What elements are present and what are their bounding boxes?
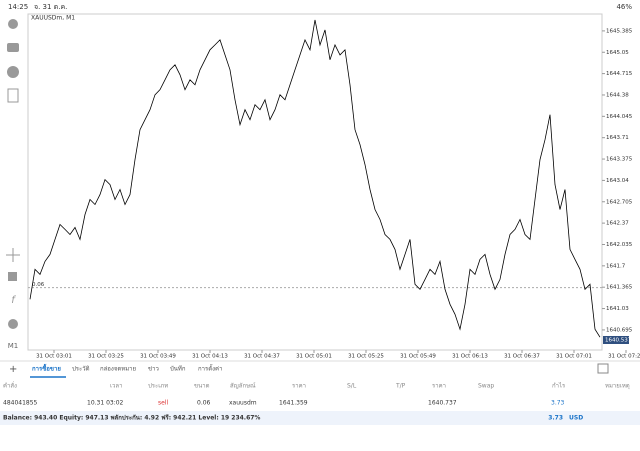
currency: USD xyxy=(569,415,583,422)
tab[interactable]: ประวัติ xyxy=(72,366,90,373)
y-tick-label: 1640.695 xyxy=(606,327,633,333)
x-tick-label: 31 Oct 03:01 xyxy=(36,354,72,360)
cell-profit: 3.73 xyxy=(551,400,565,407)
cell-type: sell xyxy=(158,400,168,407)
chart-title: XAUUSDm, M1 xyxy=(31,15,75,22)
y-tick-label: 1641.365 xyxy=(606,285,633,291)
y-tick-label: 1642.035 xyxy=(606,242,633,248)
x-tick-label: 31 Oct 05:01 xyxy=(296,354,332,360)
y-tick-label: 1642.705 xyxy=(606,199,633,205)
column-header: ขนาด xyxy=(194,383,210,390)
x-tick-label: 31 Oct 06:13 xyxy=(452,354,488,360)
y-tick-label: 1643.71 xyxy=(606,135,629,141)
cell-open: 1641.359 xyxy=(279,400,308,407)
column-header: คำสั่ง xyxy=(3,382,17,390)
tab[interactable]: การซื้อขาย xyxy=(32,363,61,373)
column-header: ราคา xyxy=(432,383,446,390)
cell-volume: 0.06 xyxy=(197,400,211,407)
x-tick-label: 31 Oct 07:01 xyxy=(556,354,592,360)
x-tick-label: 31 Oct 06:37 xyxy=(504,354,540,360)
y-tick-label: 1643.375 xyxy=(606,157,633,163)
y-tick-label: 1644.38 xyxy=(606,92,629,98)
column-header: กำไร xyxy=(552,382,566,390)
icon-account[interactable] xyxy=(8,19,18,29)
column-header: Swap xyxy=(478,383,494,390)
x-tick-label: 31 Oct 04:13 xyxy=(192,354,228,360)
tabs: การซื้อขาย ประวัติ กล่องจดหมาย ข่าว บันทึก กา… xyxy=(30,363,222,378)
summary: Balance: 943.40 Equity: 947.13 พลักประกั… xyxy=(3,414,260,422)
bid-label: 1640.537 xyxy=(605,337,632,343)
x-tick-label: 31 Oct 07:25 xyxy=(608,354,640,360)
cell-time: 10.31 03:02 xyxy=(87,400,124,407)
order-label: 0.06 xyxy=(32,282,45,288)
price-line xyxy=(29,19,601,338)
cell-order: 484041855 xyxy=(3,400,38,407)
icon-indicators[interactable]: f xyxy=(11,295,16,306)
x-tick-label: 31 Oct 04:37 xyxy=(244,354,280,360)
tab[interactable]: กล่องจดหมาย xyxy=(100,366,136,373)
column-header: ประเภท xyxy=(148,383,168,390)
cell-symbol: xauusdm xyxy=(229,400,257,407)
column-header: หมายเหตุ xyxy=(605,383,630,390)
x-tick-label: 31 Oct 05:25 xyxy=(348,354,384,360)
export-icon[interactable] xyxy=(597,363,609,374)
battery: 46% xyxy=(616,3,632,11)
y-tick-label: 1643.04 xyxy=(606,178,629,184)
x-tick-label: 31 Oct 03:49 xyxy=(140,354,176,360)
y-tick-label: 1644.045 xyxy=(606,114,633,120)
bid-box xyxy=(603,335,629,344)
column-header: สัญลักษณ์ xyxy=(230,382,256,390)
column-header: ราคา xyxy=(292,383,306,390)
tab[interactable]: ข่าว xyxy=(148,366,159,373)
icon-new[interactable] xyxy=(7,88,19,103)
add-button[interactable]: + xyxy=(9,364,17,375)
sidebar: f M1 xyxy=(6,19,20,350)
y-tick-label: 1641.7 xyxy=(606,263,626,269)
icon-trade[interactable] xyxy=(7,43,19,52)
plot: 1645.385 1645.05 1644.715 1644.38 1644.045 16… xyxy=(28,19,640,360)
y-tick-label: 1645.05 xyxy=(606,50,629,56)
icon-crosshair[interactable] xyxy=(6,248,20,262)
clock: 14:25 xyxy=(8,3,28,11)
period[interactable]: M1 xyxy=(8,342,19,350)
table: คำสั่ง เวลา ประเภท ขนาด สัญลักษณ์ ราคา S/L T/P ร… xyxy=(3,382,630,407)
date: จ. 31 ต.ค. xyxy=(34,3,67,11)
column-header: เวลา xyxy=(110,383,122,390)
icon-chat[interactable] xyxy=(7,66,19,78)
y-tick-label: 1642.37 xyxy=(606,221,629,227)
cell-price: 1640.737 xyxy=(428,400,457,407)
footer-bg xyxy=(0,411,640,425)
tab[interactable]: บันทึก xyxy=(170,366,186,373)
y-tick-label: 1645.385 xyxy=(606,28,633,34)
y-tick-label: 1641.03 xyxy=(606,306,629,312)
column-header: T/P xyxy=(395,383,406,390)
tab[interactable]: การตั้งค่า xyxy=(198,363,222,373)
y-tick-label: 1644.715 xyxy=(606,71,633,77)
column-header: S/L xyxy=(347,383,357,390)
icon-candles[interactable] xyxy=(8,272,17,281)
x-tick-label: 31 Oct 05:49 xyxy=(400,354,436,360)
chart-frame xyxy=(27,13,603,351)
total: 3.73 xyxy=(548,415,563,422)
icon-objects[interactable] xyxy=(8,319,18,329)
x-tick-label: 31 Oct 03:25 xyxy=(88,354,124,360)
